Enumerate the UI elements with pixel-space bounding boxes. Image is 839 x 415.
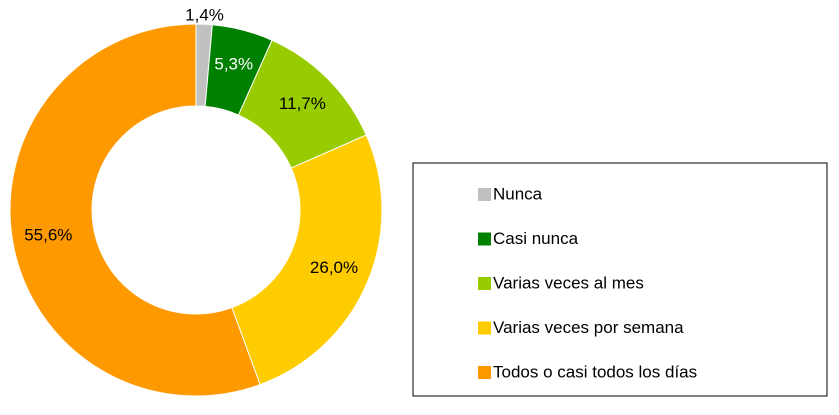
legend-swatch	[478, 232, 491, 246]
legend-swatch	[478, 366, 491, 379]
data-label: 11,7%	[279, 94, 326, 113]
legend-label: Todos o casi todos los días	[493, 362, 697, 381]
legend-swatch	[478, 321, 491, 335]
legend-label: Nunca	[493, 184, 543, 203]
legend-swatch	[478, 188, 491, 201]
legend-label: Varias veces al mes	[493, 273, 644, 292]
data-label: 1,4%	[185, 6, 224, 25]
donut-slice	[231, 134, 383, 386]
data-label: 26,0%	[310, 258, 358, 277]
legend-label: Casi nunca	[493, 229, 579, 248]
data-label: 55,6%	[24, 226, 72, 245]
data-label: 5,3%	[214, 54, 253, 73]
legend-label: Varias veces por semana	[493, 318, 684, 337]
donut-slice	[9, 23, 261, 397]
legend-swatch	[478, 277, 491, 290]
